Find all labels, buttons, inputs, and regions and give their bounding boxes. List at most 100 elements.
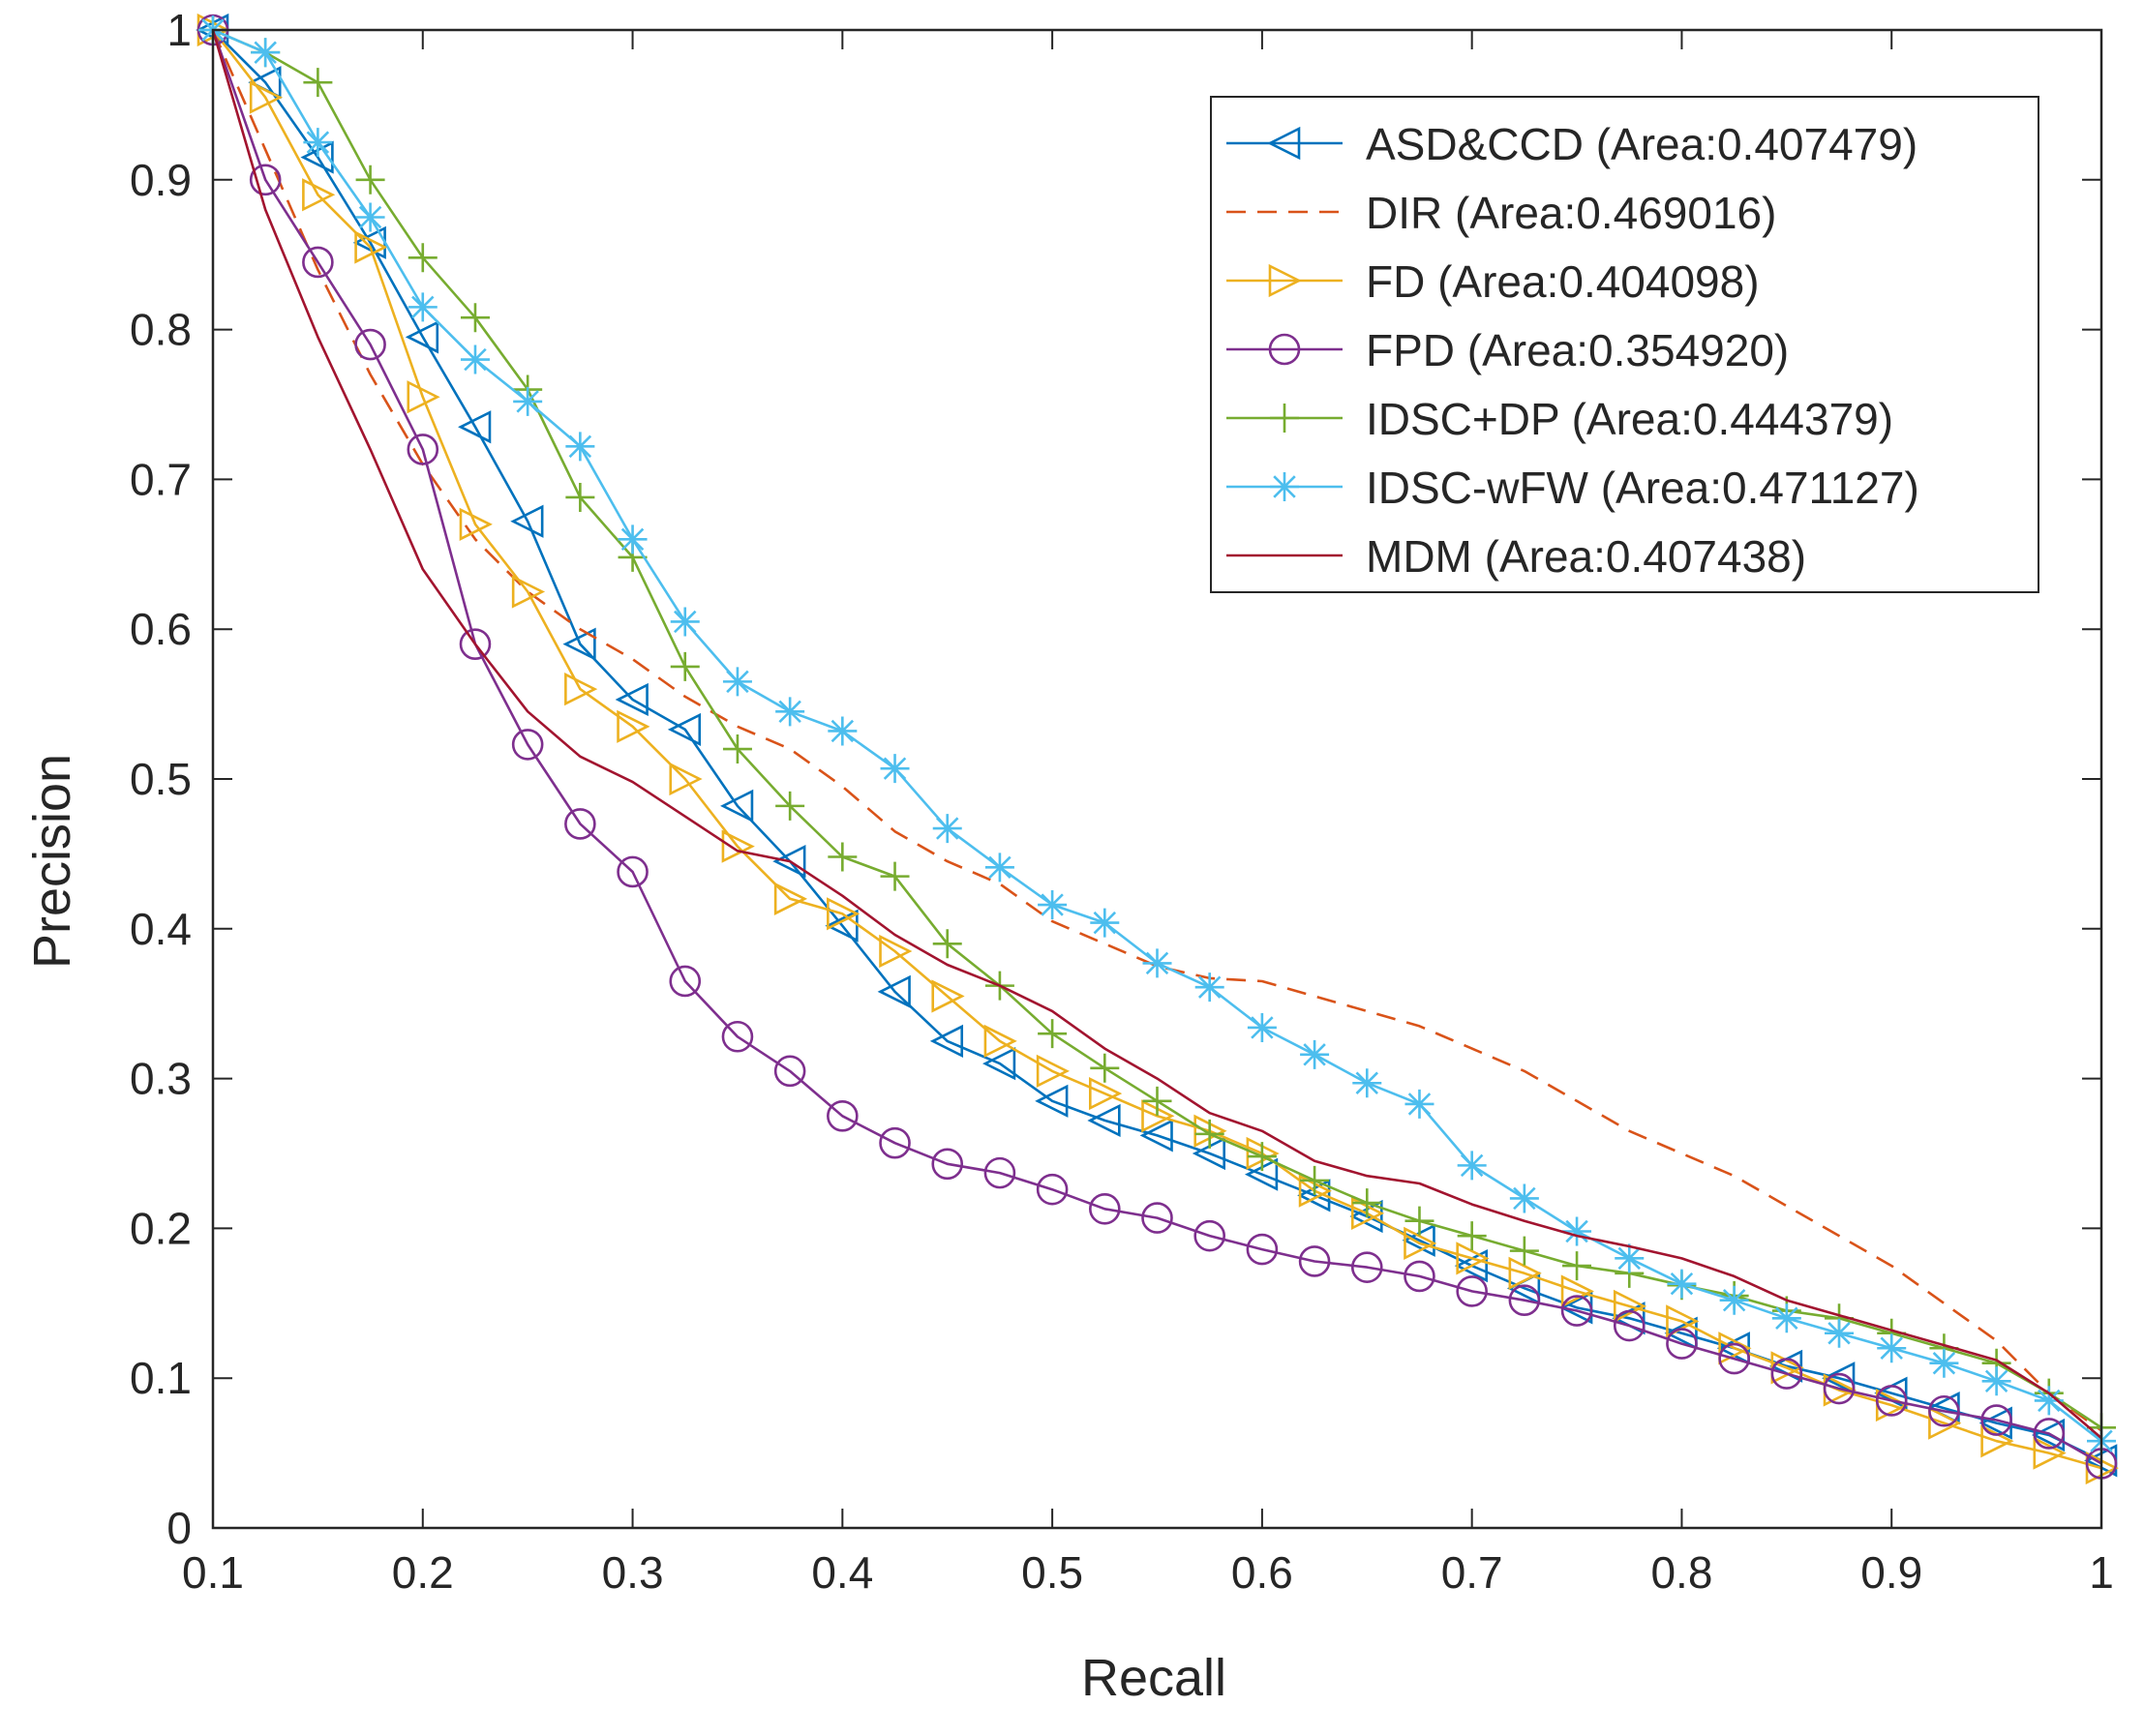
- data-point-marker: [303, 128, 333, 158]
- data-point-marker: [511, 729, 544, 761]
- x-tick-label: 0.4: [811, 1547, 873, 1598]
- data-point-marker: [1141, 1202, 1173, 1234]
- data-point-marker: [1036, 1054, 1071, 1088]
- data-point-marker: [459, 628, 492, 660]
- x-tick-label: 0.7: [1441, 1547, 1503, 1598]
- data-point-marker: [354, 328, 386, 361]
- data-point-marker: [1247, 1142, 1277, 1172]
- data-point-marker: [562, 627, 596, 661]
- data-point-marker: [1090, 1053, 1120, 1083]
- data-point-marker: [669, 965, 702, 998]
- legend-entry-label: FPD (Area:0.354920): [1366, 325, 1789, 375]
- legend: ASD&CCD (Area:0.407479) DIR (Area:0.46901…: [1210, 96, 2039, 593]
- series-layer: [196, 13, 2119, 1485]
- data-point-marker: [1036, 1173, 1069, 1206]
- data-point-marker: [1771, 1303, 1801, 1333]
- data-point-marker: [1404, 1260, 1435, 1293]
- y-tick-label: 0.9: [130, 155, 192, 205]
- data-point-marker: [880, 754, 910, 784]
- data-point-marker: [565, 482, 595, 512]
- data-point-marker: [458, 410, 492, 444]
- data-point-marker: [1350, 1251, 1383, 1283]
- data-point-marker: [1193, 1219, 1225, 1252]
- data-point-marker: [1352, 1188, 1382, 1218]
- data-point-marker: [1456, 1242, 1490, 1275]
- data-point-marker: [773, 1055, 806, 1088]
- data-point-marker: [775, 791, 805, 821]
- data-point-marker: [1508, 1284, 1541, 1317]
- data-point-marker: [1562, 1251, 1592, 1281]
- data-point-marker: [302, 246, 334, 279]
- data-point-marker: [775, 697, 805, 727]
- data-point-marker: [1928, 1406, 1962, 1440]
- y-tick-label: 0.1: [130, 1353, 192, 1403]
- data-point-marker: [510, 504, 544, 538]
- data-point-marker: [1719, 1285, 1749, 1315]
- legend-marker-sample: [1270, 472, 1299, 501]
- data-point-marker: [1823, 1372, 1856, 1405]
- data-point-marker: [772, 845, 806, 879]
- series-line: [212, 29, 2102, 1462]
- data-point-marker: [1980, 1404, 2012, 1436]
- data-point-marker: [302, 178, 336, 212]
- data-point-marker: [564, 808, 596, 840]
- data-point-marker: [879, 1126, 911, 1159]
- data-point-marker: [408, 243, 438, 273]
- y-axis-label: Precision: [23, 754, 81, 969]
- data-point-marker: [667, 712, 702, 747]
- data-point-marker: [407, 434, 439, 465]
- data-point-marker: [932, 929, 962, 959]
- data-point-marker: [564, 673, 598, 706]
- data-point-marker: [721, 1020, 754, 1053]
- data-point-marker: [1718, 1342, 1750, 1375]
- y-tick-label: 0.2: [130, 1203, 192, 1253]
- y-tick-label: 0.5: [130, 754, 192, 804]
- data-point-marker: [931, 979, 965, 1013]
- data-point-marker: [877, 974, 911, 1008]
- data-point-marker: [1509, 1183, 1539, 1213]
- data-point-marker: [405, 320, 439, 354]
- data-point-marker: [720, 789, 754, 823]
- x-tick-label: 0.6: [1231, 1547, 1293, 1598]
- x-axis-label: Recall: [1081, 1649, 1226, 1707]
- data-point-marker: [1615, 1243, 1645, 1273]
- legend-entry-label: FD (Area:0.404098): [1366, 256, 1760, 307]
- data-point-marker: [459, 507, 493, 541]
- legend-box: [1210, 96, 2039, 593]
- y-tick-label: 1: [166, 5, 192, 55]
- data-point-marker: [1038, 1019, 1068, 1049]
- data-point-marker: [983, 1156, 1016, 1189]
- data-point-marker: [1038, 890, 1068, 920]
- legend-entry-label: DIR (Area:0.469016): [1366, 188, 1776, 238]
- data-point-marker: [722, 734, 752, 764]
- legend-entry-label: MDM (Area:0.407438): [1366, 531, 1806, 582]
- data-point-marker: [1194, 973, 1224, 1003]
- data-point-marker: [1142, 948, 1172, 978]
- data-point-marker: [355, 202, 385, 232]
- data-point-marker: [408, 292, 438, 322]
- series-fd: [196, 13, 2119, 1485]
- data-point-marker: [984, 853, 1014, 883]
- data-point-marker: [982, 1047, 1016, 1081]
- data-point-marker: [1613, 1309, 1646, 1342]
- data-point-marker: [932, 814, 962, 844]
- x-tick-label: 0.8: [1650, 1547, 1712, 1598]
- data-point-marker: [1560, 1295, 1593, 1327]
- data-point-marker: [615, 682, 649, 717]
- x-tick-label: 1: [2089, 1547, 2114, 1598]
- data-point-marker: [2033, 1418, 2066, 1450]
- data-point-marker: [618, 524, 648, 554]
- legend-marker-sample: [1268, 333, 1301, 366]
- data-point-marker: [1404, 1226, 1437, 1260]
- data-point-marker: [1194, 1119, 1224, 1149]
- data-point-marker: [1822, 1362, 1856, 1395]
- y-tick-label: 0.6: [130, 604, 192, 654]
- data-point-marker: [617, 855, 649, 888]
- data-point-marker: [1929, 1348, 1959, 1378]
- data-point-marker: [355, 165, 385, 195]
- data-point-marker: [1298, 1245, 1331, 1277]
- legend-entry-label: ASD&CCD (Area:0.407479): [1366, 119, 1918, 169]
- data-point-marker: [1090, 908, 1120, 938]
- y-tick-label: 0.3: [130, 1054, 192, 1104]
- data-point-marker: [825, 909, 859, 943]
